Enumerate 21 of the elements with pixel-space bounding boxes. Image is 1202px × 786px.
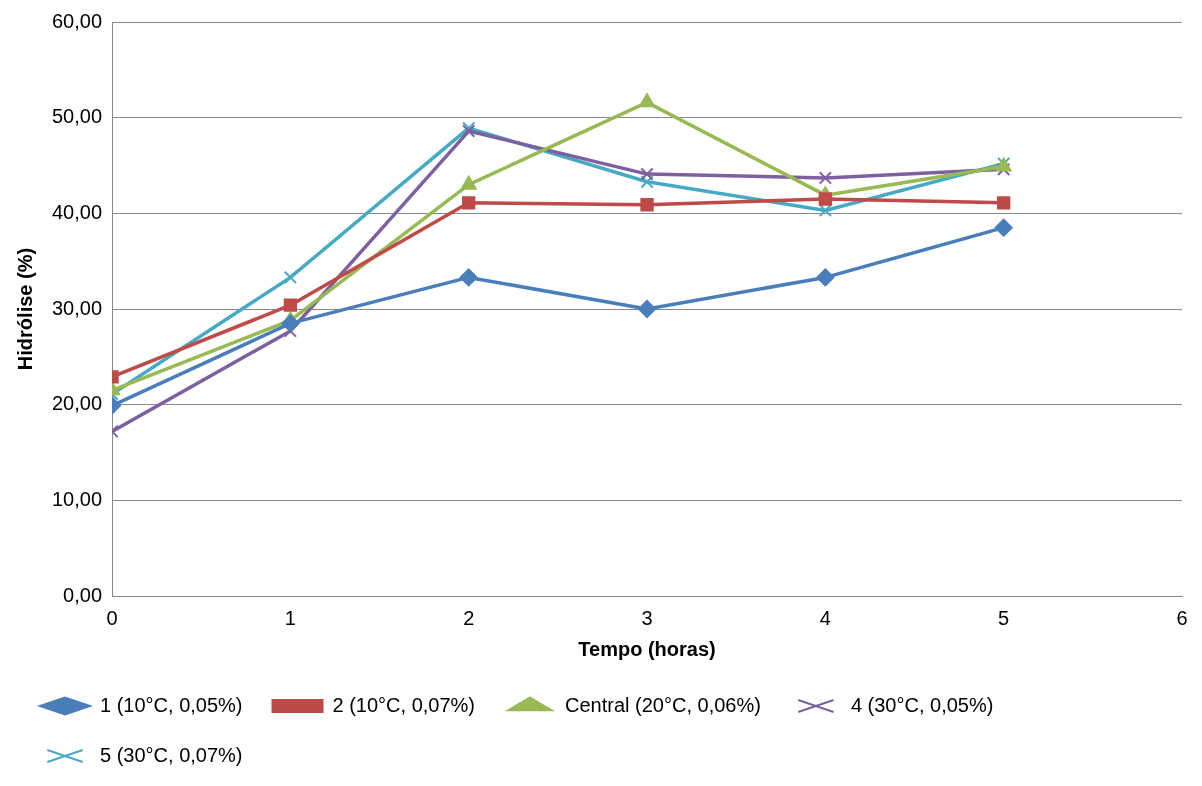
legend-label: 4 (30°C, 0,05%)	[850, 693, 994, 716]
legend-label: 2 (10°C, 0,07%)	[332, 693, 476, 716]
x-tick-label: 0	[106, 606, 118, 629]
y-tick-label: 50,00	[51, 105, 103, 128]
y-tick-label: 30,00	[51, 296, 103, 319]
x-tick-label: 4	[819, 606, 831, 629]
y-tick-label: 60,00	[51, 9, 103, 32]
legend-label: 1 (10°C, 0,05%)	[100, 693, 243, 716]
y-tick-label: 20,00	[51, 392, 103, 415]
x-tick-label: 3	[641, 606, 653, 629]
x-tick-label: 6	[1176, 606, 1188, 629]
y-tick-label: 40,00	[51, 200, 103, 223]
x-tick-label: 5	[998, 606, 1010, 629]
x-tick-label: 2	[463, 606, 475, 629]
y-tick-label: 10,00	[51, 487, 103, 510]
legend-label: Central (20°C, 0,06%)	[565, 693, 761, 716]
x-tick-label: 1	[284, 606, 296, 629]
legend-label: 5 (30°C, 0,07%)	[100, 743, 243, 766]
x-axis-title: Tempo (horas)	[578, 637, 716, 660]
y-tick-label: 0,00	[63, 583, 103, 606]
y-axis-title: Hidrólise (%)	[13, 247, 36, 371]
